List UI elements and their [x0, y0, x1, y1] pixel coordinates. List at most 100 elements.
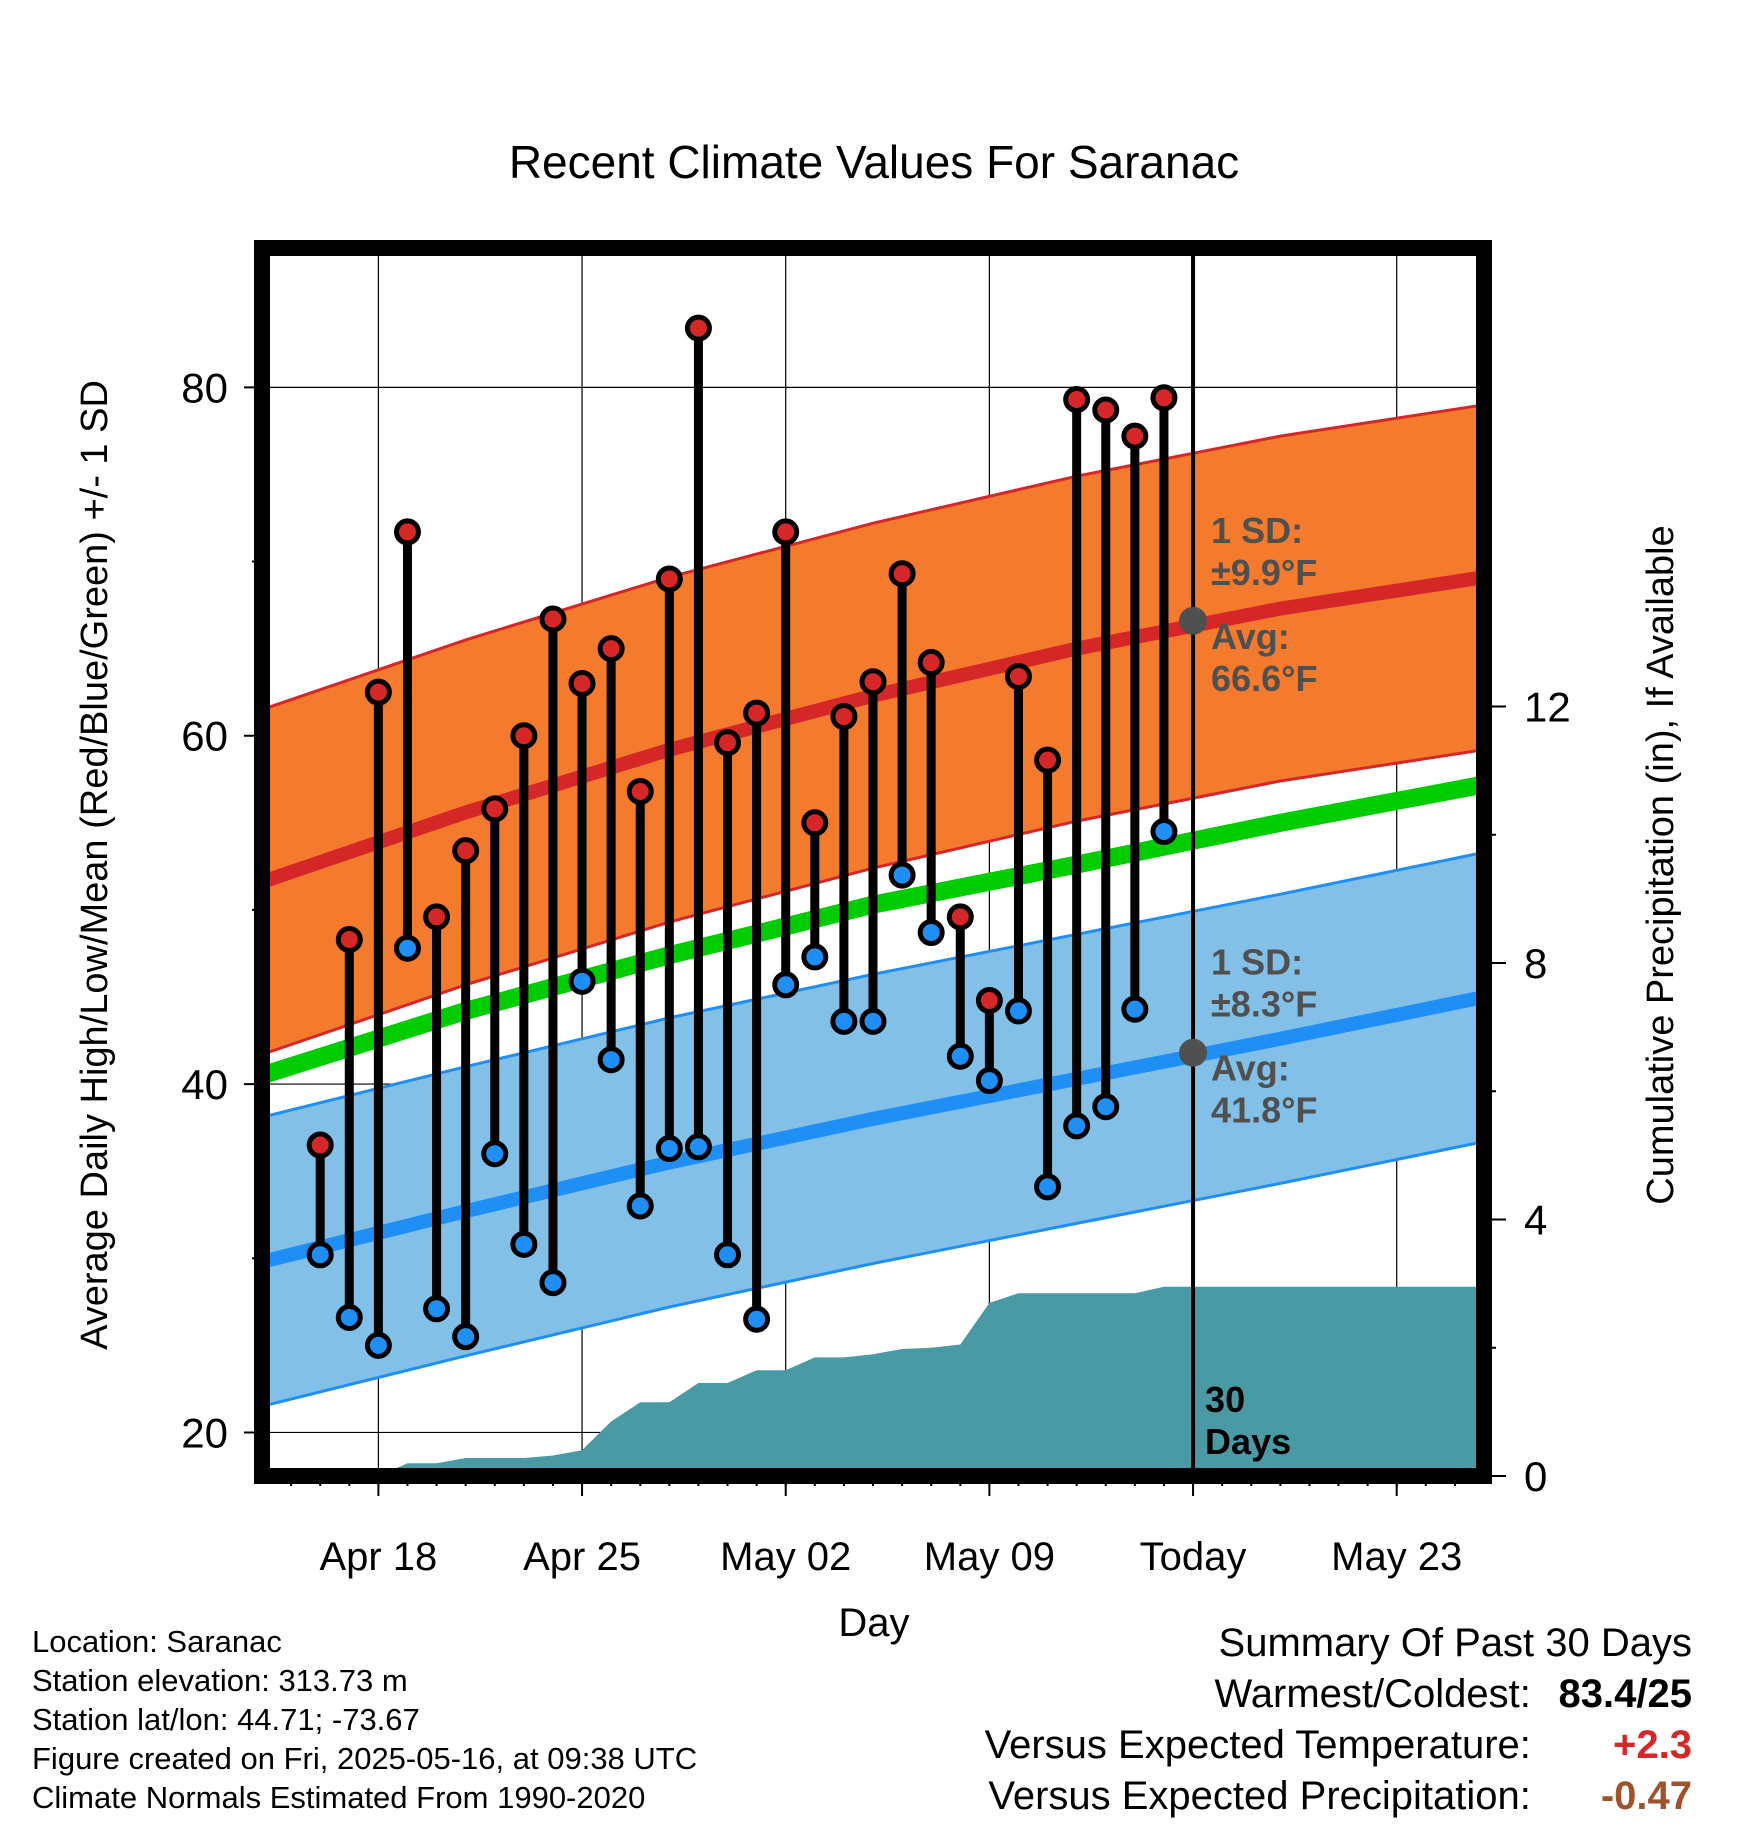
daily-high-point — [975, 986, 1003, 1014]
daily-high-point — [917, 649, 945, 677]
summary-title: Summary Of Past 30 Days — [1218, 1621, 1692, 1665]
daily-high-point — [597, 635, 625, 663]
daily-high-point — [946, 903, 974, 931]
temp-value: +2.3 — [1613, 1723, 1692, 1767]
high-avg-dot — [1179, 606, 1208, 635]
station-info: Location: Saranac Station elevation: 313… — [32, 1622, 697, 1817]
y-axis-label: Average Daily High/Low/Mean (Red/Blue/Gr… — [74, 380, 116, 1350]
daily-low-point — [393, 934, 421, 962]
precip-label: Versus Expected Precipitation: — [988, 1774, 1531, 1818]
daily-high-point — [306, 1131, 334, 1159]
x-tick-label: Apr 18 — [319, 1535, 437, 1579]
daily-low-point — [452, 1323, 480, 1351]
x-tick-label: Apr 25 — [523, 1535, 641, 1579]
x-tick-label: May 23 — [1331, 1535, 1462, 1579]
low-avg-value: 41.8°F — [1211, 1090, 1317, 1131]
daily-low-point — [714, 1241, 742, 1269]
daily-high-point — [830, 703, 858, 731]
daily-low-point — [859, 1007, 887, 1035]
daily-high-point — [1150, 384, 1178, 412]
daily-low-point — [830, 1007, 858, 1035]
y-tick-label: 20 — [181, 1409, 228, 1456]
daily-high-point — [1121, 422, 1149, 450]
daily-high-point — [452, 837, 480, 865]
daily-low-point — [306, 1241, 334, 1269]
x-tick-label: Today — [1140, 1535, 1247, 1579]
daily-low-point — [597, 1046, 625, 1074]
today-count-label: 30 — [1205, 1379, 1245, 1420]
daily-high-point — [423, 903, 451, 931]
x-tick-label: May 09 — [924, 1535, 1055, 1579]
low-sd-band — [262, 852, 1484, 1407]
high-sd-value: ±9.9°F — [1211, 552, 1317, 593]
y2-tick-label: 12 — [1524, 683, 1571, 730]
daily-high-point — [684, 314, 712, 342]
low-sd-band-lower-edge — [261, 1140, 1485, 1408]
daily-high-point — [772, 518, 800, 546]
high-avg-value: 66.6°F — [1211, 658, 1317, 699]
location-text: Location: Saranac — [32, 1624, 282, 1659]
daily-high-point — [568, 669, 596, 697]
daily-low-point — [423, 1295, 451, 1323]
daily-high-point — [335, 926, 363, 954]
low-avg-dot — [1179, 1038, 1208, 1067]
daily-high-point — [1004, 662, 1032, 690]
daily-low-point — [568, 967, 596, 995]
daily-high-point — [1092, 396, 1120, 424]
daily-low-point — [364, 1331, 392, 1359]
low-sd-value: ±8.3°F — [1211, 984, 1317, 1025]
y2-tick-label: 8 — [1524, 940, 1547, 987]
daily-low-point — [772, 971, 800, 999]
daily-high-point — [1063, 386, 1091, 414]
today-unit-label: Days — [1205, 1421, 1291, 1462]
daily-high-point — [859, 668, 887, 696]
latlon-text: Station lat/lon: 44.71; -73.67 — [32, 1702, 420, 1737]
high-sd-label: 1 SD: — [1211, 510, 1303, 551]
elevation-text: Station elevation: 313.73 m — [32, 1663, 408, 1698]
y-tick-label: 80 — [181, 364, 228, 411]
daily-low-point — [539, 1269, 567, 1297]
x-axis-label: Day — [838, 1601, 909, 1645]
created-text: Figure created on Fri, 2025-05-16, at 09… — [32, 1741, 698, 1776]
high-sd-band-upper-edge — [261, 403, 1485, 712]
summary-panel: Summary Of Past 30 Days Warmest/Coldest:… — [985, 1618, 1692, 1822]
daily-high-point — [655, 565, 683, 593]
y2-axis-label: Cumulative Precipitation (in), If Availa… — [1640, 525, 1682, 1204]
daily-low-point — [1121, 995, 1149, 1023]
daily-high-point — [714, 729, 742, 757]
daily-low-point — [1004, 997, 1032, 1025]
y-tick-label: 60 — [181, 713, 228, 760]
daily-low-point — [917, 919, 945, 947]
y-tick-label: 40 — [181, 1061, 228, 1108]
daily-low-point — [684, 1133, 712, 1161]
daily-low-point — [1092, 1093, 1120, 1121]
daily-high-point — [801, 809, 829, 837]
x-tick-label: May 02 — [720, 1535, 851, 1579]
daily-low-point — [888, 861, 916, 889]
daily-low-point — [1063, 1112, 1091, 1140]
daily-high-point — [743, 699, 771, 727]
daily-high-point — [364, 678, 392, 706]
daily-low-point — [655, 1135, 683, 1163]
daily-low-point — [1150, 818, 1178, 846]
daily-high-point — [481, 795, 509, 823]
precipitation-area — [262, 1286, 1484, 1476]
daily-high-point — [510, 722, 538, 750]
daily-low-point — [801, 943, 829, 971]
daily-low-point — [1034, 1173, 1062, 1201]
daily-low-point — [975, 1067, 1003, 1095]
daily-high-point — [1034, 746, 1062, 774]
warm-cold-row: Warmest/Coldest: 83.4/25 — [985, 1669, 1693, 1720]
daily-low-point — [626, 1192, 654, 1220]
daily-low-point — [481, 1140, 509, 1168]
normals-text: Climate Normals Estimated From 1990-2020 — [32, 1780, 646, 1815]
daily-high-point — [393, 518, 421, 546]
chart-title: Recent Climate Values For Saranac — [509, 136, 1239, 188]
daily-low-point — [946, 1042, 974, 1070]
y2-tick-label: 0 — [1524, 1453, 1547, 1500]
precip-row: Versus Expected Precipitation: -0.47 — [985, 1771, 1692, 1822]
temp-label: Versus Expected Temperature: — [984, 1723, 1531, 1767]
daily-high-point — [626, 777, 654, 805]
